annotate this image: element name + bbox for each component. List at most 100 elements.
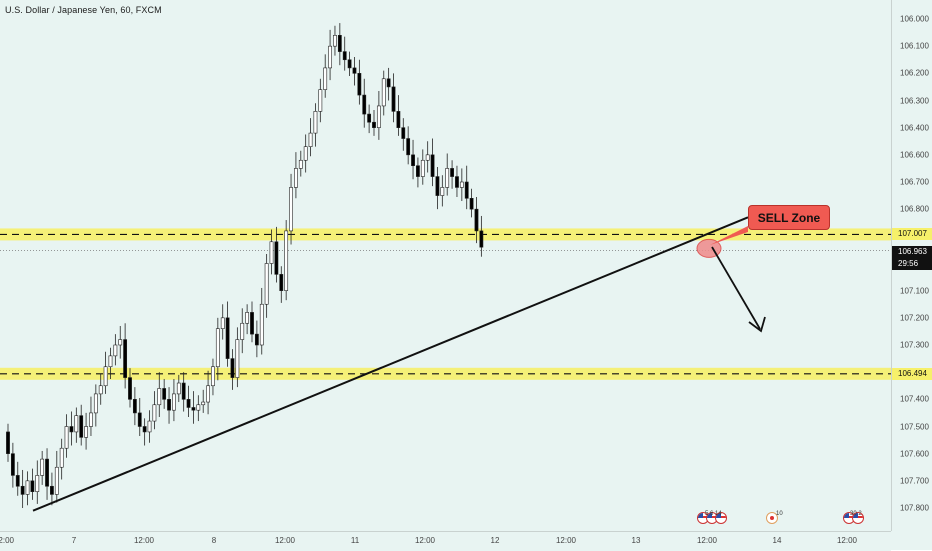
price-tick-label: 107.300: [900, 340, 929, 350]
candle-body: [206, 385, 210, 403]
price-tick-label: 107.600: [900, 449, 929, 459]
time-tick-label: 11: [350, 536, 360, 545]
time-tick-label: 12:00: [836, 536, 858, 545]
candle-body: [289, 187, 293, 232]
price-tick-label: 106.300: [900, 96, 929, 105]
candle-body: [406, 138, 411, 156]
candle-body: [132, 399, 137, 414]
candle-body: [333, 34, 337, 47]
candle-body: [6, 431, 10, 454]
time-tick-label: 8: [211, 536, 217, 545]
candle-body: [440, 187, 445, 196]
candle-body: [176, 382, 181, 395]
candle-body: [93, 393, 98, 414]
candle-body: [123, 339, 128, 378]
candle-body: [381, 78, 386, 107]
economic-event-jp[interactable]: 10: [766, 511, 783, 526]
candle-body: [386, 78, 391, 88]
price-tick-label: 106.400: [900, 123, 929, 133]
candle-body: [69, 426, 74, 433]
price-label-last-price: 106.963: [892, 246, 932, 259]
price-tick-label: 107.800: [900, 503, 929, 513]
candle-body: [303, 146, 308, 161]
symbol-title[interactable]: U.S. Dollar / Japanese Yen, 60, FXCM: [5, 5, 162, 15]
candle-body: [137, 412, 142, 427]
candle-body: [469, 198, 474, 210]
candle-body: [35, 475, 40, 492]
time-tick-label: 12: [490, 536, 500, 545]
candle-body: [186, 399, 191, 408]
price-tick-label: 107.200: [900, 313, 929, 323]
economic-events-us-1[interactable]: 5 6 14: [697, 511, 727, 526]
sell-zone-callout[interactable]: SELL Zone: [748, 205, 830, 230]
candle-body: [323, 67, 328, 90]
price-tick-label: 106.800: [900, 204, 929, 214]
candle-body: [84, 426, 88, 438]
candle-body: [103, 366, 108, 387]
price-label-countdown: 29:56: [892, 258, 932, 271]
candle-body: [254, 333, 259, 346]
candle-body: [15, 475, 20, 487]
candle-body: [459, 181, 464, 188]
time-tick-label: 12:00: [555, 536, 577, 545]
candle-body: [147, 420, 152, 433]
candle-body: [79, 415, 84, 438]
price-chart-canvas: [0, 23, 891, 512]
candle-body: [308, 132, 313, 147]
candle-body: [191, 407, 196, 411]
candle-body: [142, 426, 147, 433]
price-tick-label: 106.000: [900, 14, 929, 24]
candle-body: [30, 480, 35, 493]
price-tick-label: 106.700: [900, 177, 929, 187]
candle-body: [264, 263, 269, 305]
candle-body: [40, 458, 45, 476]
price-label-lower-zone: 106.494: [892, 367, 932, 380]
candle-body: [250, 312, 254, 335]
candle-body: [64, 426, 69, 449]
candle-body: [274, 241, 279, 275]
candle-body: [235, 339, 240, 378]
candle-body: [128, 377, 132, 400]
candle-body: [464, 181, 469, 199]
economic-events-us-2[interactable]: 30 2: [843, 511, 864, 526]
event-count: 5 6 14: [705, 511, 722, 517]
candle-body: [479, 230, 484, 248]
candle-body: [362, 94, 367, 115]
candle-body: [74, 415, 79, 433]
candle-body: [328, 45, 332, 69]
candle-body: [455, 176, 459, 188]
chart-plot-area[interactable]: U.S. Dollar / Japanese Yen, 60, FXCM SEL…: [0, 0, 891, 531]
candle-body: [211, 366, 215, 387]
candle-body: [20, 485, 25, 495]
projection-arrow: [711, 246, 761, 330]
candle-body: [118, 339, 123, 346]
price-tick-label: 107.700: [900, 476, 929, 486]
candle-body: [10, 453, 15, 476]
candle-body: [201, 401, 206, 406]
candle-body: [337, 34, 342, 52]
candle-body: [367, 113, 372, 123]
japan-flag-icon: [766, 512, 778, 524]
price-axis[interactable]: 107.800 107.700 107.600 107.500 107.400 107.3…: [891, 0, 932, 531]
candle-body: [347, 59, 352, 69]
ascending-trendline: [32, 216, 749, 512]
candle-body: [376, 105, 381, 128]
candle-body: [50, 485, 54, 495]
candle-body: [298, 159, 303, 169]
candle-body: [259, 303, 264, 346]
candle-body: [435, 176, 440, 196]
time-axis[interactable]: 12:00 7 12:00 8 12:00 11 12:00 12 12:00 13 12:00 14…: [0, 531, 891, 551]
candle-body: [25, 480, 30, 495]
us-flag-icon: [715, 512, 727, 524]
candle-body: [89, 412, 93, 427]
time-tick-label: 13: [631, 536, 641, 545]
candle-body: [220, 317, 225, 330]
candle-body: [396, 111, 401, 128]
candle-body: [420, 159, 425, 177]
candle-body: [342, 51, 347, 61]
price-tick-label: 106.100: [900, 41, 929, 51]
candle-body: [113, 344, 118, 357]
candle-body: [357, 73, 362, 96]
candle-body: [152, 404, 157, 422]
time-tick-label: 12:00: [414, 536, 436, 545]
